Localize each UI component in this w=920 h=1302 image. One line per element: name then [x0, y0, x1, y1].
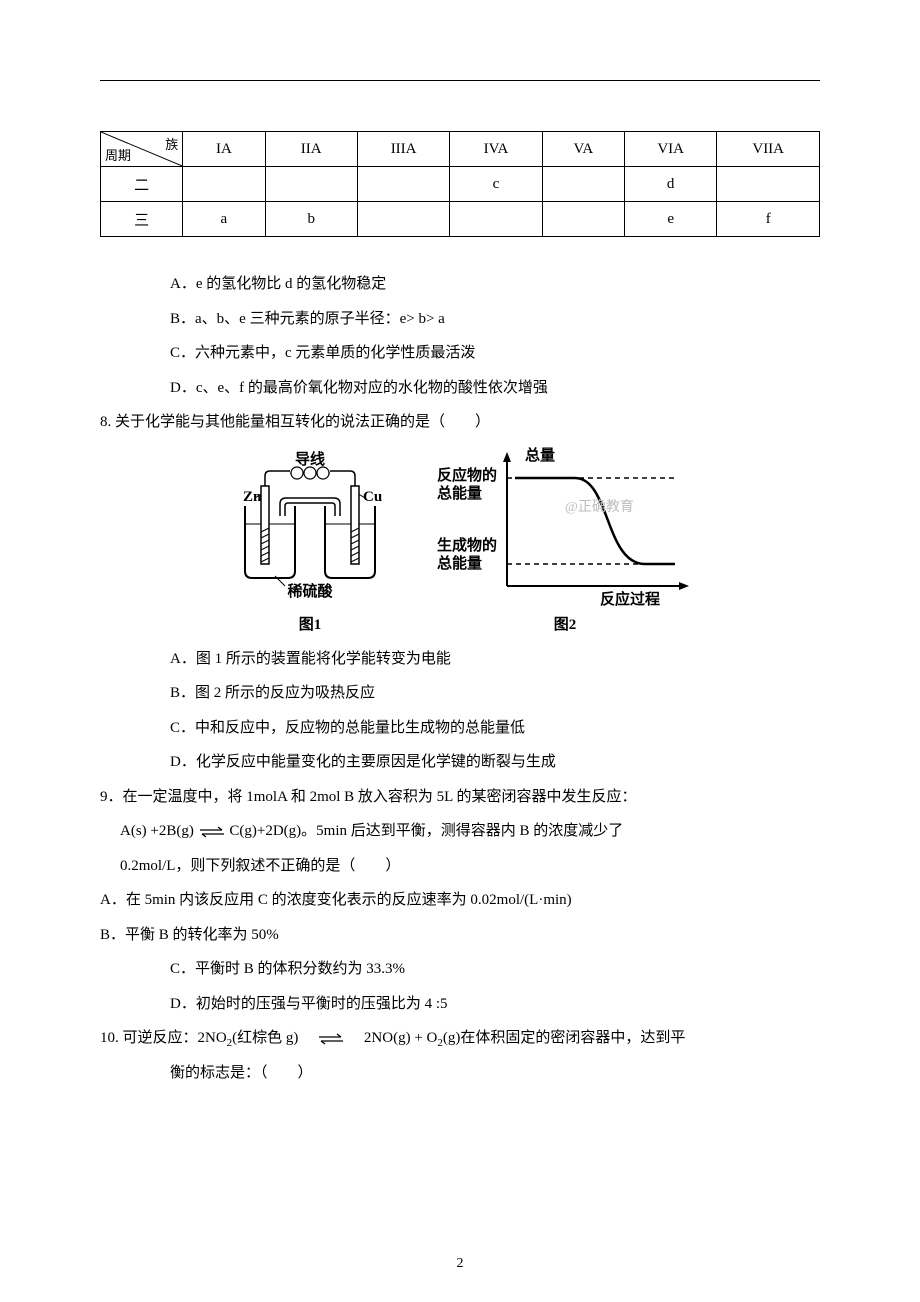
figure-1: 导线 Zn Cu	[225, 446, 395, 634]
q10-line2: 衡的标志是：（ ）	[170, 1056, 820, 1091]
cell	[542, 202, 624, 237]
q10-post: (g)在体积固定的密闭容器中，达到平	[443, 1030, 686, 1046]
periodic-table: 周期 族 IA IIA IIIA IVA VA VIA VIIA 二 c d 三…	[100, 131, 820, 237]
group-header: IA	[183, 132, 265, 167]
page-number: 2	[0, 1256, 920, 1272]
x-axis-label: 反应过程	[600, 590, 660, 606]
q9-line3: 0.2mol/L，则下列叙述不正确的是（ ）	[120, 849, 820, 884]
q9-equation-line: A(s) +2B(g) C(g)+2D(g)。5min 后达到平衡，测得容器内 …	[120, 814, 820, 849]
reactant-label-1: 反应物的	[437, 466, 497, 484]
zn-label: Zn	[243, 489, 262, 505]
q7-option-a: A．e 的氢化物比 d 的氢化物稳定	[170, 267, 820, 302]
q8-stem: 8. 关于化学能与其他能量相互转化的说法正确的是（ ）	[100, 405, 820, 440]
q10-mid2: 2NO(g) + O	[349, 1030, 437, 1046]
group-header: VIA	[624, 132, 716, 167]
cell: c	[450, 167, 542, 202]
q9-option-d: D．初始时的压强与平衡时的压强比为 4 :5	[170, 987, 820, 1022]
cell	[542, 167, 624, 202]
q9-stem: 9．在一定温度中，将 1molA 和 2mol B 放入容积为 5L 的某密闭容…	[100, 780, 820, 815]
group-header: IIIA	[357, 132, 449, 167]
product-label-1: 生成物的	[437, 536, 497, 554]
q9-option-a: A．在 5min 内该反应用 C 的浓度变化表示的反应速率为 0.02mol/(…	[100, 883, 820, 918]
q9-eq-left: A(s) +2B(g)	[120, 823, 194, 839]
period-group-header: 周期 族	[101, 132, 183, 167]
cell	[357, 202, 449, 237]
group-header: IIA	[265, 132, 357, 167]
group-header: IVA	[450, 132, 542, 167]
q7-option-d: D．c、e、f 的最高价氧化物对应的水化物的酸性依次增强	[170, 371, 820, 406]
product-label-2: 总能量	[437, 554, 482, 572]
cell: b	[265, 202, 357, 237]
group-header: VA	[542, 132, 624, 167]
table-row: 二 c d	[101, 167, 820, 202]
wire-label: 导线	[295, 450, 325, 468]
cell: f	[717, 202, 820, 237]
q10-stem: 10. 可逆反应：2NO2(红棕色 g) 2NO(g) + O2(g)在体积固定…	[100, 1021, 820, 1056]
period-label: 二	[101, 167, 183, 202]
equilibrium-arrows-icon	[198, 826, 226, 838]
y-axis-label: 总量	[525, 446, 555, 464]
q10-mid1: (红棕色 g)	[232, 1030, 313, 1046]
galvanic-cell-diagram: 导线 Zn Cu	[225, 446, 395, 606]
cell	[183, 167, 265, 202]
cell	[717, 167, 820, 202]
q9-eq-right: C(g)+2D(g)。5min 后达到平衡，测得容器内 B 的浓度减少了	[229, 823, 623, 839]
table-row: 三 a b e f	[101, 202, 820, 237]
q8-option-c: C．中和反应中，反应物的总能量比生成物的总能量低	[170, 711, 820, 746]
energy-diagram: 总量 反应物的 总能量 生成物的 总能量 @正确教育 反应过程	[435, 446, 695, 606]
fig2-caption: 图2	[435, 613, 695, 634]
cell: d	[624, 167, 716, 202]
group-header: VIIA	[717, 132, 820, 167]
q10-pre: 10. 可逆反应：2NO	[100, 1030, 227, 1046]
cell	[357, 167, 449, 202]
diag-left-label: 周期	[105, 145, 131, 164]
acid-label: 稀硫酸	[287, 582, 333, 600]
cu-label: Cu	[363, 489, 382, 505]
figure-2: 总量 反应物的 总能量 生成物的 总能量 @正确教育 反应过程 图2	[435, 446, 695, 634]
cell: a	[183, 202, 265, 237]
diag-right-label: 族	[165, 134, 178, 153]
top-rule	[100, 80, 820, 81]
figures-row: 导线 Zn Cu	[100, 446, 820, 634]
cell	[265, 167, 357, 202]
period-label: 三	[101, 202, 183, 237]
q7-option-b: B．a、b、e 三种元素的原子半径：e> b> a	[170, 302, 820, 337]
q8-option-d: D．化学反应中能量变化的主要原因是化学键的断裂与生成	[170, 745, 820, 780]
q9-option-c: C．平衡时 B 的体积分数约为 33.3%	[170, 952, 820, 987]
q9-option-b: B．平衡 B 的转化率为 50%	[100, 918, 820, 953]
cell: e	[624, 202, 716, 237]
equilibrium-arrows-icon	[317, 1033, 345, 1045]
table-header-row: 周期 族 IA IIA IIIA IVA VA VIA VIIA	[101, 132, 820, 167]
reactant-label-2: 总能量	[437, 484, 482, 502]
q7-option-c: C．六种元素中，c 元素单质的化学性质最活泼	[170, 336, 820, 371]
q8-option-b: B．图 2 所示的反应为吸热反应	[170, 676, 820, 711]
cell	[450, 202, 542, 237]
fig1-caption: 图1	[225, 613, 395, 634]
q8-option-a: A．图 1 所示的装置能将化学能转变为电能	[170, 642, 820, 677]
watermark-text: @正确教育	[565, 499, 634, 515]
